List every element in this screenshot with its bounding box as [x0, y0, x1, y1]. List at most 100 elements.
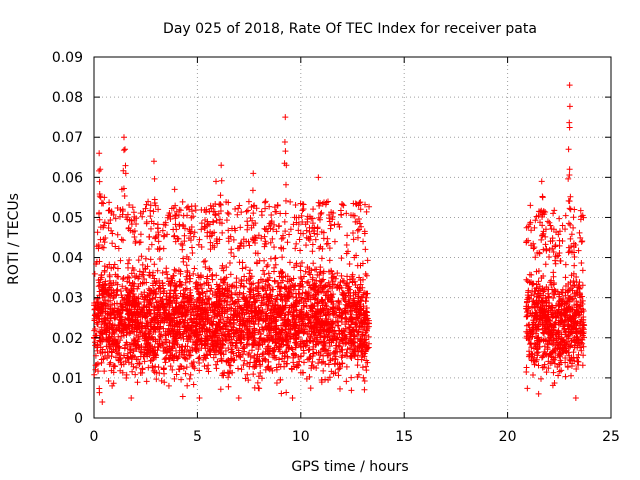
- grid: [94, 57, 611, 418]
- data-point: [268, 212, 275, 219]
- data-point-peak: [154, 245, 161, 252]
- data-point: [350, 236, 357, 243]
- data-point: [161, 379, 168, 386]
- data-point: [98, 303, 105, 310]
- data-point: [525, 237, 532, 244]
- data-point: [175, 366, 182, 373]
- data-point: [556, 249, 563, 256]
- data-point: [120, 274, 127, 281]
- data-point: [157, 334, 164, 341]
- data-point: [562, 226, 569, 233]
- data-point: [181, 354, 188, 361]
- data-point: [228, 289, 235, 296]
- data-point: [535, 362, 542, 369]
- data-point: [173, 371, 180, 378]
- data-point: [146, 233, 153, 240]
- data-point: [272, 255, 279, 262]
- data-point: [525, 322, 532, 329]
- data-point: [123, 371, 130, 378]
- data-point: [359, 332, 366, 339]
- data-point: [357, 262, 364, 269]
- data-point: [230, 253, 237, 260]
- data-point: [265, 281, 272, 288]
- data-point: [241, 357, 248, 364]
- data-point: [202, 257, 209, 264]
- data-point: [246, 280, 253, 287]
- data-point: [245, 198, 252, 205]
- data-point: [357, 318, 364, 325]
- data-point: [532, 358, 539, 365]
- data-point: [567, 279, 574, 286]
- data-point: [281, 283, 288, 290]
- data-point: [306, 282, 313, 289]
- data-point: [117, 337, 124, 344]
- data-point: [220, 279, 227, 286]
- data-point: [550, 295, 557, 302]
- data-point: [207, 239, 214, 246]
- data-point: [235, 365, 242, 372]
- data-point: [297, 369, 304, 376]
- data-point: [324, 327, 331, 334]
- data-point: [228, 246, 235, 253]
- data-point-peak: [172, 215, 179, 222]
- data-point: [557, 357, 564, 364]
- data-point: [550, 336, 557, 343]
- data-point: [316, 272, 323, 279]
- data-point: [296, 358, 303, 365]
- data-point: [285, 285, 292, 292]
- data-point: [229, 348, 236, 355]
- data-point: [184, 307, 191, 314]
- data-point: [572, 293, 579, 300]
- data-point: [210, 218, 217, 225]
- data-point: [145, 364, 152, 371]
- data-point: [233, 275, 240, 282]
- data-point: [267, 225, 274, 232]
- data-point-peak: [528, 227, 535, 234]
- data-point: [561, 313, 568, 320]
- data-point: [278, 329, 285, 336]
- data-point: [173, 226, 180, 233]
- data-point: [266, 315, 273, 322]
- data-point: [166, 303, 173, 310]
- data-point: [119, 307, 126, 314]
- data-point: [334, 318, 341, 325]
- data-point: [299, 219, 306, 226]
- data-point: [291, 264, 298, 271]
- data-point: [177, 363, 184, 370]
- data-point: [269, 367, 276, 374]
- data-point: [203, 365, 210, 372]
- data-point: [179, 221, 186, 228]
- data-point: [198, 226, 205, 233]
- data-point-peak: [539, 213, 546, 220]
- data-point: [216, 290, 223, 297]
- data-point: [116, 314, 123, 321]
- data-point: [325, 352, 332, 359]
- data-point: [184, 382, 191, 389]
- data-point: [550, 340, 557, 347]
- data-point: [149, 295, 156, 302]
- data-point: [244, 222, 251, 229]
- data-point: [530, 297, 537, 304]
- data-point: [136, 268, 143, 275]
- data-point: [536, 283, 543, 290]
- data-point: [202, 216, 209, 223]
- data-point: [117, 356, 124, 363]
- data-point: [232, 205, 239, 212]
- data-point: [554, 288, 561, 295]
- data-point: [337, 279, 344, 286]
- data-point: [576, 229, 583, 236]
- data-point-peak: [539, 194, 546, 201]
- data-point: [552, 331, 559, 338]
- data-point: [251, 363, 258, 370]
- data-point: [578, 260, 585, 267]
- data-point-peak: [118, 186, 125, 193]
- data-point: [187, 326, 194, 333]
- data-point: [556, 297, 563, 304]
- data-point: [528, 292, 535, 299]
- data-point-peak: [549, 245, 556, 252]
- data-point: [226, 319, 233, 326]
- data-point: [212, 313, 219, 320]
- data-point: [327, 225, 334, 232]
- data-point: [577, 234, 584, 241]
- data-point: [99, 244, 106, 251]
